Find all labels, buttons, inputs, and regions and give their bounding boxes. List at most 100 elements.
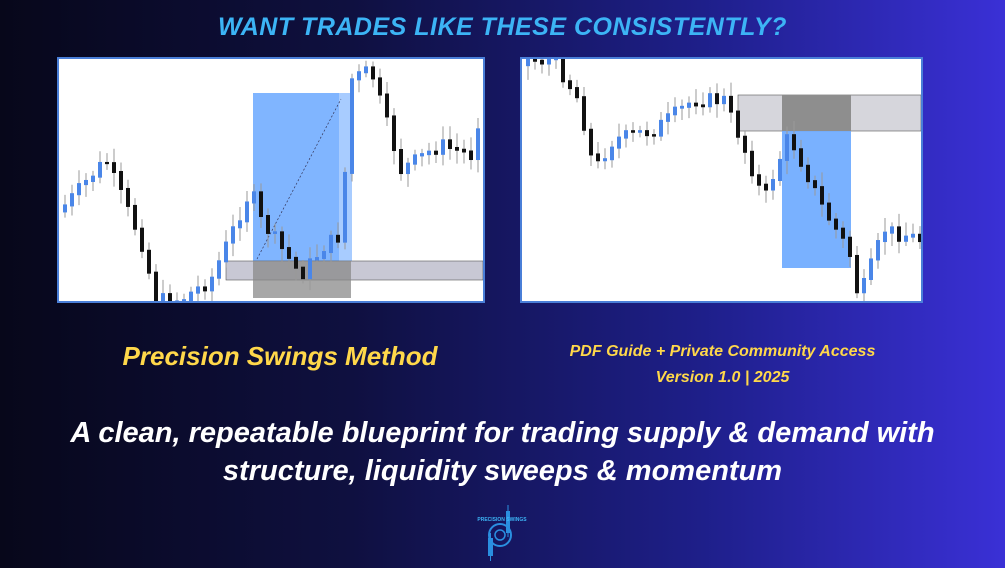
candle [280,231,284,250]
candle [869,258,873,281]
candle [427,150,431,156]
candle [371,66,375,80]
candle [603,158,607,162]
candle [294,256,298,269]
candle [98,161,102,178]
candlestick-chart-left [63,60,483,301]
candle [308,258,312,280]
candle [357,71,361,81]
candle [455,146,459,151]
candle [217,260,221,279]
version-line: Version 1.0 | 2025 [655,369,790,386]
candle [904,235,908,242]
candle [540,59,544,65]
candle [273,231,277,234]
candle [715,93,719,105]
trade-example-chart-right [520,57,923,303]
candle [112,162,116,173]
candle [119,170,123,190]
offer-line: PDF Guide + Private Community Access [569,343,876,360]
candle [743,135,747,153]
candle [301,266,305,280]
candle [547,59,551,65]
candle [196,286,200,294]
candle [406,162,410,175]
candle [252,191,256,204]
candle [722,95,726,105]
candle [350,78,354,174]
candle [84,179,88,186]
candle [708,93,712,108]
candle [785,134,789,161]
candle [575,87,579,99]
candle [392,115,396,152]
candle [652,134,656,137]
candle [764,183,768,191]
candle [750,150,754,177]
candle [336,234,340,243]
candle [175,300,179,301]
candle [329,234,333,254]
candle [126,187,130,207]
candle [645,130,649,137]
candle [238,220,242,229]
candle [469,150,473,161]
candle [189,291,193,301]
candle [701,104,705,108]
entry-zone [782,95,851,131]
candle [666,113,670,122]
candle [799,148,803,167]
candle [224,241,228,263]
candle [589,128,593,156]
candle [778,158,782,182]
candle [315,257,319,261]
candle [687,102,691,108]
candle [343,171,347,243]
trade-example-chart-left [57,57,485,303]
candle [448,139,452,149]
candle [147,249,151,274]
candle [533,59,537,62]
candle [736,110,740,138]
candle [245,201,249,223]
candle [210,276,214,292]
candle [834,218,838,230]
target-zone [253,93,349,263]
candle [617,136,621,149]
candle [876,240,880,261]
candle [561,59,565,83]
candle [77,183,81,196]
headline: WANT TRADES LIKE THESE CONSISTENTLY? [218,13,787,41]
candle [806,164,810,183]
candle [596,153,600,162]
candle [820,186,824,205]
candle [918,233,921,243]
precision-swings-logo: PRECISION SWINGS [465,503,540,563]
candle [680,105,684,109]
stop-zone [253,261,351,298]
candle [182,299,186,301]
candle [631,130,635,133]
candle [231,226,235,244]
candle [694,102,698,107]
candle [855,254,859,294]
candle [364,66,368,74]
candle [266,215,270,234]
candle [638,130,642,133]
candle [322,251,326,260]
candle [462,148,466,153]
candle [526,59,530,67]
candle [841,227,845,239]
candle [792,134,796,151]
candle [378,77,382,96]
candle [476,128,480,161]
target-zone [782,131,851,268]
candle [70,193,74,207]
candle [883,231,887,243]
candle [813,180,817,189]
candle [673,106,677,116]
tagline-line-1: A clean, repeatable blueprint for tradin… [70,417,935,449]
candle [203,286,207,292]
candlestick-chart-right [526,59,921,301]
candle [568,80,572,90]
